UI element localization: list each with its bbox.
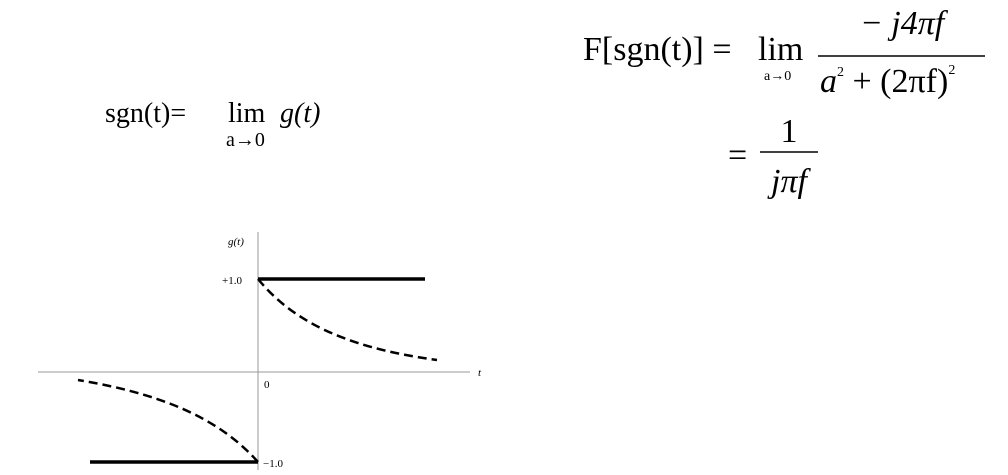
- eq-denominator: jπf: [767, 163, 811, 200]
- graph: g(t) t +1.0 0 −1.0: [38, 232, 482, 470]
- den-exp: 2: [837, 65, 844, 80]
- g-curve-negative: [77, 378, 259, 463]
- y-axis-label: g(t): [228, 236, 244, 248]
- den-base: a: [820, 63, 837, 100]
- tick-label: +1.0: [222, 275, 242, 287]
- eq-limit: a→0: [226, 129, 265, 151]
- eq-operator: lim: [228, 98, 266, 129]
- eq-lhs: F[sgn(t)] =: [583, 31, 732, 68]
- left-equation: sgn(t)= lim a→0 g(t): [105, 98, 320, 151]
- eq-equals: =: [728, 137, 747, 174]
- g-curve-positive: [257, 278, 438, 362]
- eq-prefix: sgn(t)=: [105, 98, 186, 129]
- eq-denominator: a2 + (2πf)2: [820, 63, 955, 100]
- eq-limit: a→0: [764, 69, 791, 84]
- tick-label: −1.0: [263, 458, 283, 470]
- eq-function: g(t): [280, 98, 320, 129]
- den-middle: + (2πf): [844, 63, 948, 100]
- x-axis-label: t: [478, 367, 482, 379]
- eq-operator: lim: [758, 31, 803, 68]
- eq-numerator: 1: [781, 113, 798, 150]
- den-exp: 2: [948, 63, 955, 78]
- tick-label: 0: [264, 379, 270, 391]
- eq-numerator: − j4πf: [860, 5, 949, 42]
- right-equation: F[sgn(t)] = lim a→0 − j4πf a2 + (2πf)2 =…: [583, 5, 985, 200]
